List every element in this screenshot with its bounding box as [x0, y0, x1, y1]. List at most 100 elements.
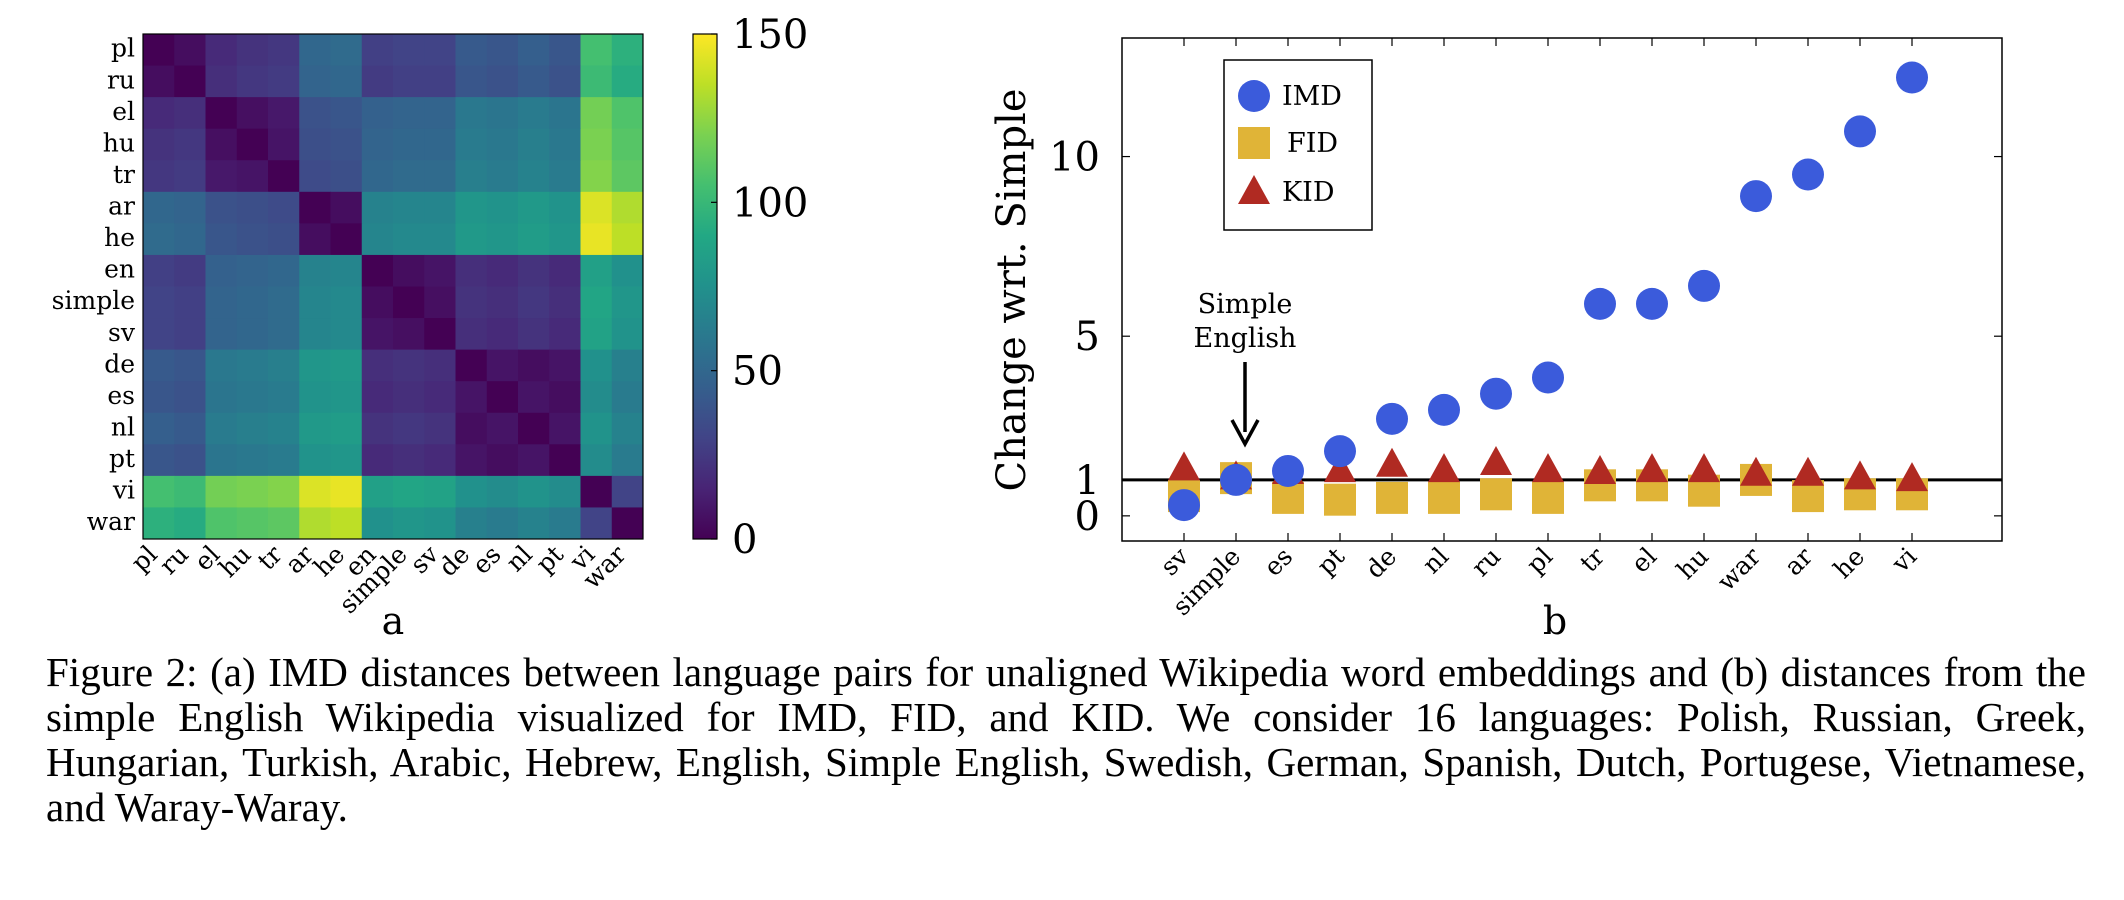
kid-point — [1844, 460, 1876, 490]
heatmap-cell — [424, 475, 456, 508]
heatmap-cell — [455, 286, 488, 319]
heatmap-cell — [236, 412, 269, 445]
heatmap-cell — [174, 318, 206, 351]
heatmap-cell — [486, 286, 519, 319]
heatmap-cell — [330, 318, 363, 351]
heatmap-cell — [393, 223, 425, 256]
x-tick-label: hu — [1671, 542, 1714, 585]
heatmap-cell — [299, 318, 331, 351]
heatmap-cell — [611, 318, 644, 351]
heatmap-cell — [174, 475, 206, 508]
heatmap-cell — [268, 349, 300, 382]
heatmap-cell — [143, 34, 175, 67]
heatmap-cell — [143, 191, 175, 224]
legend-fid-marker — [1238, 127, 1270, 159]
y-tick-label: 1 — [1075, 458, 1100, 504]
heatmap-cell — [518, 223, 550, 256]
heatmap-row-label: nl — [111, 412, 135, 441]
imd-point — [1168, 489, 1200, 522]
heatmap-cell — [174, 444, 206, 477]
heatmap-cell — [330, 475, 363, 508]
heatmap-cell — [268, 128, 300, 161]
heatmap-cell — [299, 128, 331, 161]
x-tick-label: ar — [1779, 542, 1819, 582]
heatmap-cell — [330, 507, 363, 540]
heatmap-cell — [205, 65, 238, 98]
fid-point — [1324, 483, 1356, 516]
heatmap-cell — [236, 97, 269, 130]
x-tick-label: el — [1626, 542, 1663, 579]
legend-kid-marker — [1238, 175, 1270, 204]
heatmap-cell — [455, 34, 488, 67]
heatmap-cell — [236, 128, 269, 161]
heatmap-cell — [299, 254, 331, 287]
heatmap-cell — [143, 412, 175, 445]
heatmap-cell — [361, 507, 394, 540]
heatmap-cell — [486, 349, 519, 382]
heatmap-cell — [393, 444, 425, 477]
heatmap-cell — [580, 507, 613, 540]
heatmap-cell — [236, 507, 269, 540]
heatmap-cell — [580, 475, 613, 508]
heatmap-cell — [424, 444, 456, 477]
y-tick-label: 0 — [1075, 494, 1100, 540]
heatmap-cell — [455, 318, 488, 351]
heatmap-cell — [268, 34, 300, 67]
heatmap-cell — [611, 223, 644, 256]
heatmap-cell — [580, 223, 613, 256]
imd-point — [1532, 361, 1564, 394]
heatmap-cell — [518, 475, 550, 508]
heatmap-cell — [236, 160, 269, 193]
heatmap-cell — [174, 34, 206, 67]
x-tick-label: war — [1712, 542, 1767, 597]
heatmap-cell — [424, 286, 456, 319]
imd-point — [1376, 402, 1408, 435]
heatmap-cell — [518, 128, 550, 161]
heatmap-cell — [393, 381, 425, 414]
heatmap-cell — [174, 128, 206, 161]
heatmap-cell — [518, 160, 550, 193]
heatmap-cell — [143, 349, 175, 382]
heatmap-cell — [549, 128, 581, 161]
heatmap-cell — [424, 349, 456, 382]
x-tick-label: nl — [1417, 542, 1455, 580]
heatmap-cell — [611, 128, 644, 161]
heatmap-cell — [268, 444, 300, 477]
heatmap-cell — [361, 128, 394, 161]
heatmap-cell — [518, 349, 550, 382]
heatmap-cell — [580, 65, 613, 98]
heatmap-cell — [361, 160, 394, 193]
heatmap-cell — [393, 128, 425, 161]
heatmap-cell — [611, 507, 644, 540]
heatmap-cell — [330, 444, 363, 477]
heatmap-cell — [580, 34, 613, 67]
imd-point — [1272, 454, 1304, 487]
imd-point — [1428, 393, 1460, 426]
heatmap-cell — [518, 381, 550, 414]
heatmap-cell — [330, 160, 363, 193]
heatmap-cell — [205, 381, 238, 414]
heatmap-cell — [361, 444, 394, 477]
heatmap-cell — [174, 223, 206, 256]
heatmap-cell — [205, 191, 238, 224]
heatmap-cell — [611, 160, 644, 193]
heatmap-cell — [236, 444, 269, 477]
heatmap-cell — [236, 381, 269, 414]
annotation-simple: Simple — [1198, 289, 1293, 320]
heatmap-cell — [611, 381, 644, 414]
heatmap-cell — [361, 191, 394, 224]
heatmap-cell — [518, 444, 550, 477]
heatmap-row-label: he — [104, 223, 135, 252]
heatmap-cell — [268, 507, 300, 540]
imd-point — [1636, 287, 1668, 320]
x-tick-label: sv — [1155, 541, 1195, 581]
heatmap-cell — [486, 160, 519, 193]
x-tick-label: de — [1360, 542, 1402, 584]
heatmap-cell — [268, 160, 300, 193]
imd-point — [1792, 158, 1824, 191]
heatmap-cell — [236, 286, 269, 319]
heatmap-row-label: es — [107, 381, 135, 410]
heatmap-cell — [236, 34, 269, 67]
heatmap-cell — [330, 254, 363, 287]
heatmap-cell — [361, 65, 394, 98]
